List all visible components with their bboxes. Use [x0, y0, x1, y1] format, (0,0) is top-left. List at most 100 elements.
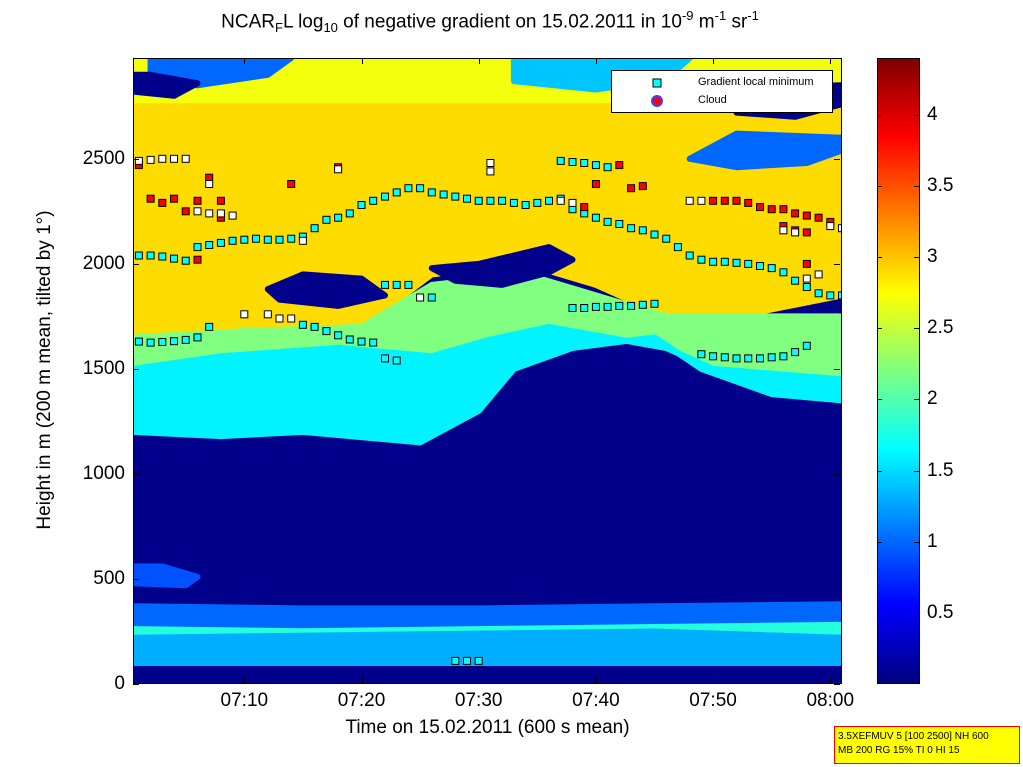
data-point-marker — [416, 184, 425, 193]
data-point-marker — [357, 201, 366, 209]
colorbar-tick-label: 2 — [927, 388, 938, 410]
y-tick-mark — [834, 473, 840, 475]
data-point-marker — [298, 236, 307, 245]
y-axis-label: Height in m (200 m mean, tilted by 1°) — [34, 210, 55, 530]
data-point-marker — [451, 192, 460, 201]
heatmap-region — [428, 244, 576, 288]
data-point-marker — [205, 180, 214, 188]
data-point-marker — [826, 222, 835, 231]
legend-cyan-square-icon — [652, 78, 662, 88]
data-point-marker — [709, 352, 718, 361]
data-point-marker — [627, 301, 636, 310]
data-point-marker — [662, 234, 671, 243]
data-point-marker — [181, 335, 190, 344]
data-point-marker — [486, 196, 495, 205]
colorbar-tick-mark — [914, 399, 919, 401]
y-tick-mark — [834, 263, 840, 265]
y-tick-mark — [133, 684, 139, 685]
data-point-marker — [767, 264, 776, 273]
data-point-marker — [205, 322, 214, 331]
legend-item-gradient: Gradient local minimum — [612, 74, 832, 92]
data-point-marker — [697, 350, 706, 359]
colorbar-tick-mark — [914, 328, 919, 330]
colorbar-tick-label: 1 — [927, 530, 938, 552]
data-point-marker — [720, 196, 729, 205]
data-point-marker — [193, 196, 202, 205]
heatmap-region — [133, 563, 201, 589]
data-point-marker — [427, 188, 436, 197]
data-point-marker — [802, 259, 811, 268]
data-point-marker — [756, 354, 764, 363]
data-point-marker — [193, 333, 202, 342]
y-tick-mark — [133, 263, 139, 265]
heatmap-region — [133, 628, 842, 666]
colorbar-tick-mark — [914, 186, 919, 188]
data-point-marker — [287, 180, 296, 188]
x-tick-label: 07:10 — [220, 690, 269, 711]
x-tick-mark — [595, 58, 597, 64]
colorbar — [877, 58, 920, 684]
data-point-marker — [697, 255, 706, 264]
x-tick-mark — [713, 677, 715, 683]
colorbar-tick-mark — [914, 541, 919, 543]
x-tick-mark — [713, 58, 715, 64]
data-point-marker — [134, 156, 143, 165]
x-tick-label: 07:40 — [572, 690, 620, 711]
data-point-marker — [263, 235, 272, 244]
data-point-marker — [533, 198, 542, 207]
data-point-marker — [709, 196, 718, 205]
data-point-marker — [463, 656, 471, 665]
x-tick-mark — [478, 58, 480, 64]
data-point-marker — [181, 256, 190, 265]
colorbar-tick-mark — [877, 257, 882, 259]
legend-item-cloud: Cloud — [612, 92, 832, 110]
colorbar-tick-mark — [914, 470, 919, 472]
info-line-2: MB 200 RG 15% TI 0 HI 15 — [838, 745, 960, 756]
y-tick-mark — [834, 578, 840, 580]
data-point-marker — [486, 159, 495, 167]
data-point-marker — [591, 180, 600, 188]
y-tick-label: 2000 — [82, 252, 125, 274]
heatmap-region — [133, 323, 842, 446]
legend-cloud-marker-icon — [651, 95, 663, 107]
x-tick-label: 07:20 — [337, 690, 386, 711]
data-point-marker — [252, 234, 260, 243]
colorbar-tick-label: 1.5 — [927, 459, 954, 481]
data-point-marker — [838, 224, 842, 233]
data-point-marker — [451, 656, 460, 665]
data-point-marker — [146, 155, 155, 164]
colorbar-tick-mark — [877, 612, 882, 614]
data-point-marker — [779, 205, 788, 214]
data-point-marker — [802, 228, 811, 237]
y-tick-mark — [133, 158, 139, 160]
y-tick-mark — [133, 578, 139, 580]
data-point-marker — [158, 338, 167, 346]
data-point-marker — [521, 201, 530, 209]
data-point-marker — [334, 331, 343, 340]
data-point-marker — [345, 335, 354, 344]
data-point-marker — [638, 182, 647, 191]
y-tick-label: 2500 — [82, 147, 125, 169]
data-point-marker — [767, 205, 776, 214]
data-point-marker — [134, 337, 143, 346]
data-point-marker — [580, 304, 589, 312]
data-point-marker — [720, 257, 729, 266]
data-point-marker — [615, 161, 624, 170]
data-point-marker — [334, 165, 343, 174]
settings-info-box: 3.5XEFMUV 5 [100 2500] NH 600 MB 200 RG … — [834, 726, 1020, 764]
data-point-marker — [170, 194, 178, 203]
data-point-marker — [802, 341, 811, 350]
data-point-marker — [568, 304, 577, 312]
data-point-marker — [170, 154, 178, 163]
data-point-marker — [216, 196, 225, 205]
data-point-marker — [779, 268, 788, 277]
data-point-marker — [650, 299, 659, 308]
x-tick-mark — [830, 58, 832, 64]
data-point-marker — [802, 274, 811, 283]
data-point-marker — [709, 257, 718, 266]
data-point-marker — [814, 270, 823, 279]
colorbar-tick-label: 2.5 — [927, 317, 954, 339]
colorbar-tick-mark — [914, 257, 919, 259]
data-point-marker — [392, 280, 401, 289]
data-point-marker — [193, 255, 202, 264]
